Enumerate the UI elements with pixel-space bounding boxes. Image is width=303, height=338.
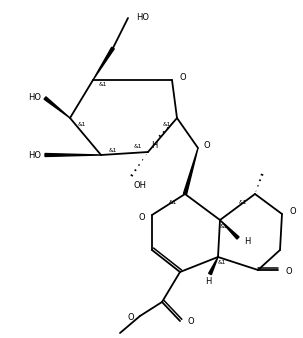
- Text: OH: OH: [133, 180, 146, 190]
- Text: O: O: [180, 73, 187, 82]
- Polygon shape: [45, 153, 101, 156]
- Polygon shape: [93, 47, 114, 80]
- Text: O: O: [289, 208, 296, 217]
- Polygon shape: [44, 97, 70, 118]
- Text: HO: HO: [28, 93, 41, 101]
- Text: O: O: [285, 266, 291, 275]
- Text: &1: &1: [109, 148, 117, 153]
- Text: &1: &1: [169, 199, 177, 204]
- Text: O: O: [204, 141, 211, 149]
- Polygon shape: [183, 148, 198, 194]
- Text: &1: &1: [99, 82, 107, 88]
- Text: HO: HO: [28, 151, 41, 161]
- Text: &1: &1: [163, 121, 171, 126]
- Polygon shape: [220, 220, 239, 239]
- Text: &1: &1: [239, 199, 247, 204]
- Text: O: O: [138, 213, 145, 221]
- Text: O: O: [127, 314, 134, 322]
- Text: &1: &1: [218, 260, 226, 265]
- Text: &1: &1: [134, 144, 142, 148]
- Text: HO: HO: [136, 14, 149, 23]
- Text: &1: &1: [220, 223, 228, 228]
- Text: O: O: [187, 317, 194, 327]
- Text: &1: &1: [78, 121, 86, 126]
- Polygon shape: [209, 257, 218, 275]
- Text: H: H: [205, 277, 211, 287]
- Text: H: H: [244, 238, 250, 246]
- Text: H: H: [151, 141, 157, 149]
